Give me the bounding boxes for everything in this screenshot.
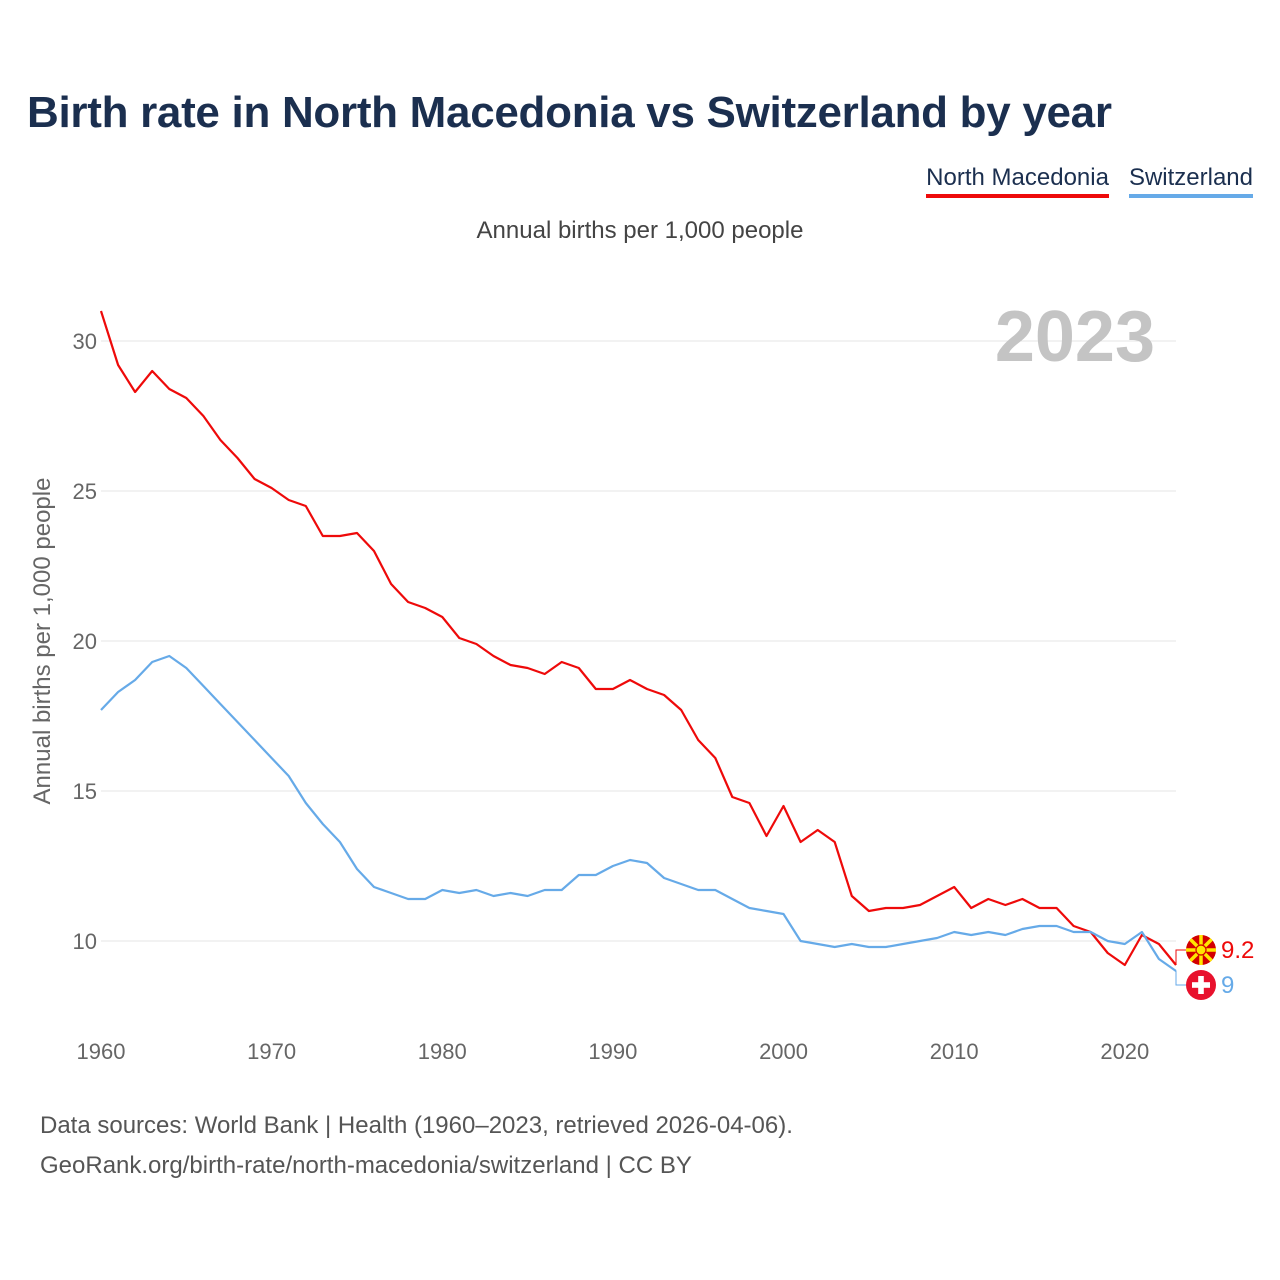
y-tick-20: 20	[73, 629, 97, 654]
x-tick-1970: 1970	[247, 1039, 296, 1064]
y-tick-15: 15	[73, 779, 97, 804]
y-axis-ticks: 10 15 20 25 30	[73, 329, 97, 954]
y-tick-25: 25	[73, 479, 97, 504]
year-label: 2023	[995, 297, 1155, 377]
x-axis-ticks: 1960 1970 1980 1990 2000 2010 2020	[77, 1039, 1150, 1064]
north-macedonia-end-value: 9.2	[1221, 937, 1254, 964]
chart-title: Birth rate in North Macedonia vs Switzer…	[27, 88, 1112, 137]
end-markers: 9.29	[1175, 935, 1254, 1000]
x-tick-1960: 1960	[77, 1039, 126, 1064]
switzerland-flag-icon	[1186, 970, 1216, 1000]
legend: North Macedonia Switzerland	[926, 164, 1253, 198]
series-line-switzerland	[100, 654, 1177, 972]
x-tick-2010: 2010	[930, 1039, 979, 1064]
switzerland-end-value: 9	[1221, 972, 1234, 999]
y-tick-30: 30	[73, 329, 97, 354]
gridlines	[101, 340, 1176, 942]
x-tick-2000: 2000	[759, 1039, 808, 1064]
north-macedonia-flag-icon	[1186, 935, 1216, 965]
footer-attribution: GeoRank.org/birth-rate/north-macedonia/s…	[40, 1152, 692, 1179]
y-axis-label: Annual births per 1,000 people	[29, 478, 56, 805]
x-tick-2020: 2020	[1100, 1039, 1149, 1064]
x-tick-1980: 1980	[418, 1039, 467, 1064]
footer-sources: Data sources: World Bank | Health (1960–…	[40, 1112, 793, 1139]
north-macedonia-connector	[1175, 949, 1187, 965]
legend-item-north-macedonia[interactable]: North Macedonia	[926, 164, 1109, 198]
footer: Data sources: World Bank | Health (1960–…	[40, 1106, 793, 1186]
switzerland-connector	[1175, 971, 1187, 986]
chart-subtitle: Annual births per 1,000 people	[476, 217, 804, 244]
series-line-north-macedonia	[99, 310, 1177, 967]
x-tick-1990: 1990	[588, 1039, 637, 1064]
legend-item-switzerland[interactable]: Switzerland	[1128, 164, 1253, 198]
series-lines	[99, 310, 1177, 972]
y-tick-10: 10	[73, 929, 97, 954]
